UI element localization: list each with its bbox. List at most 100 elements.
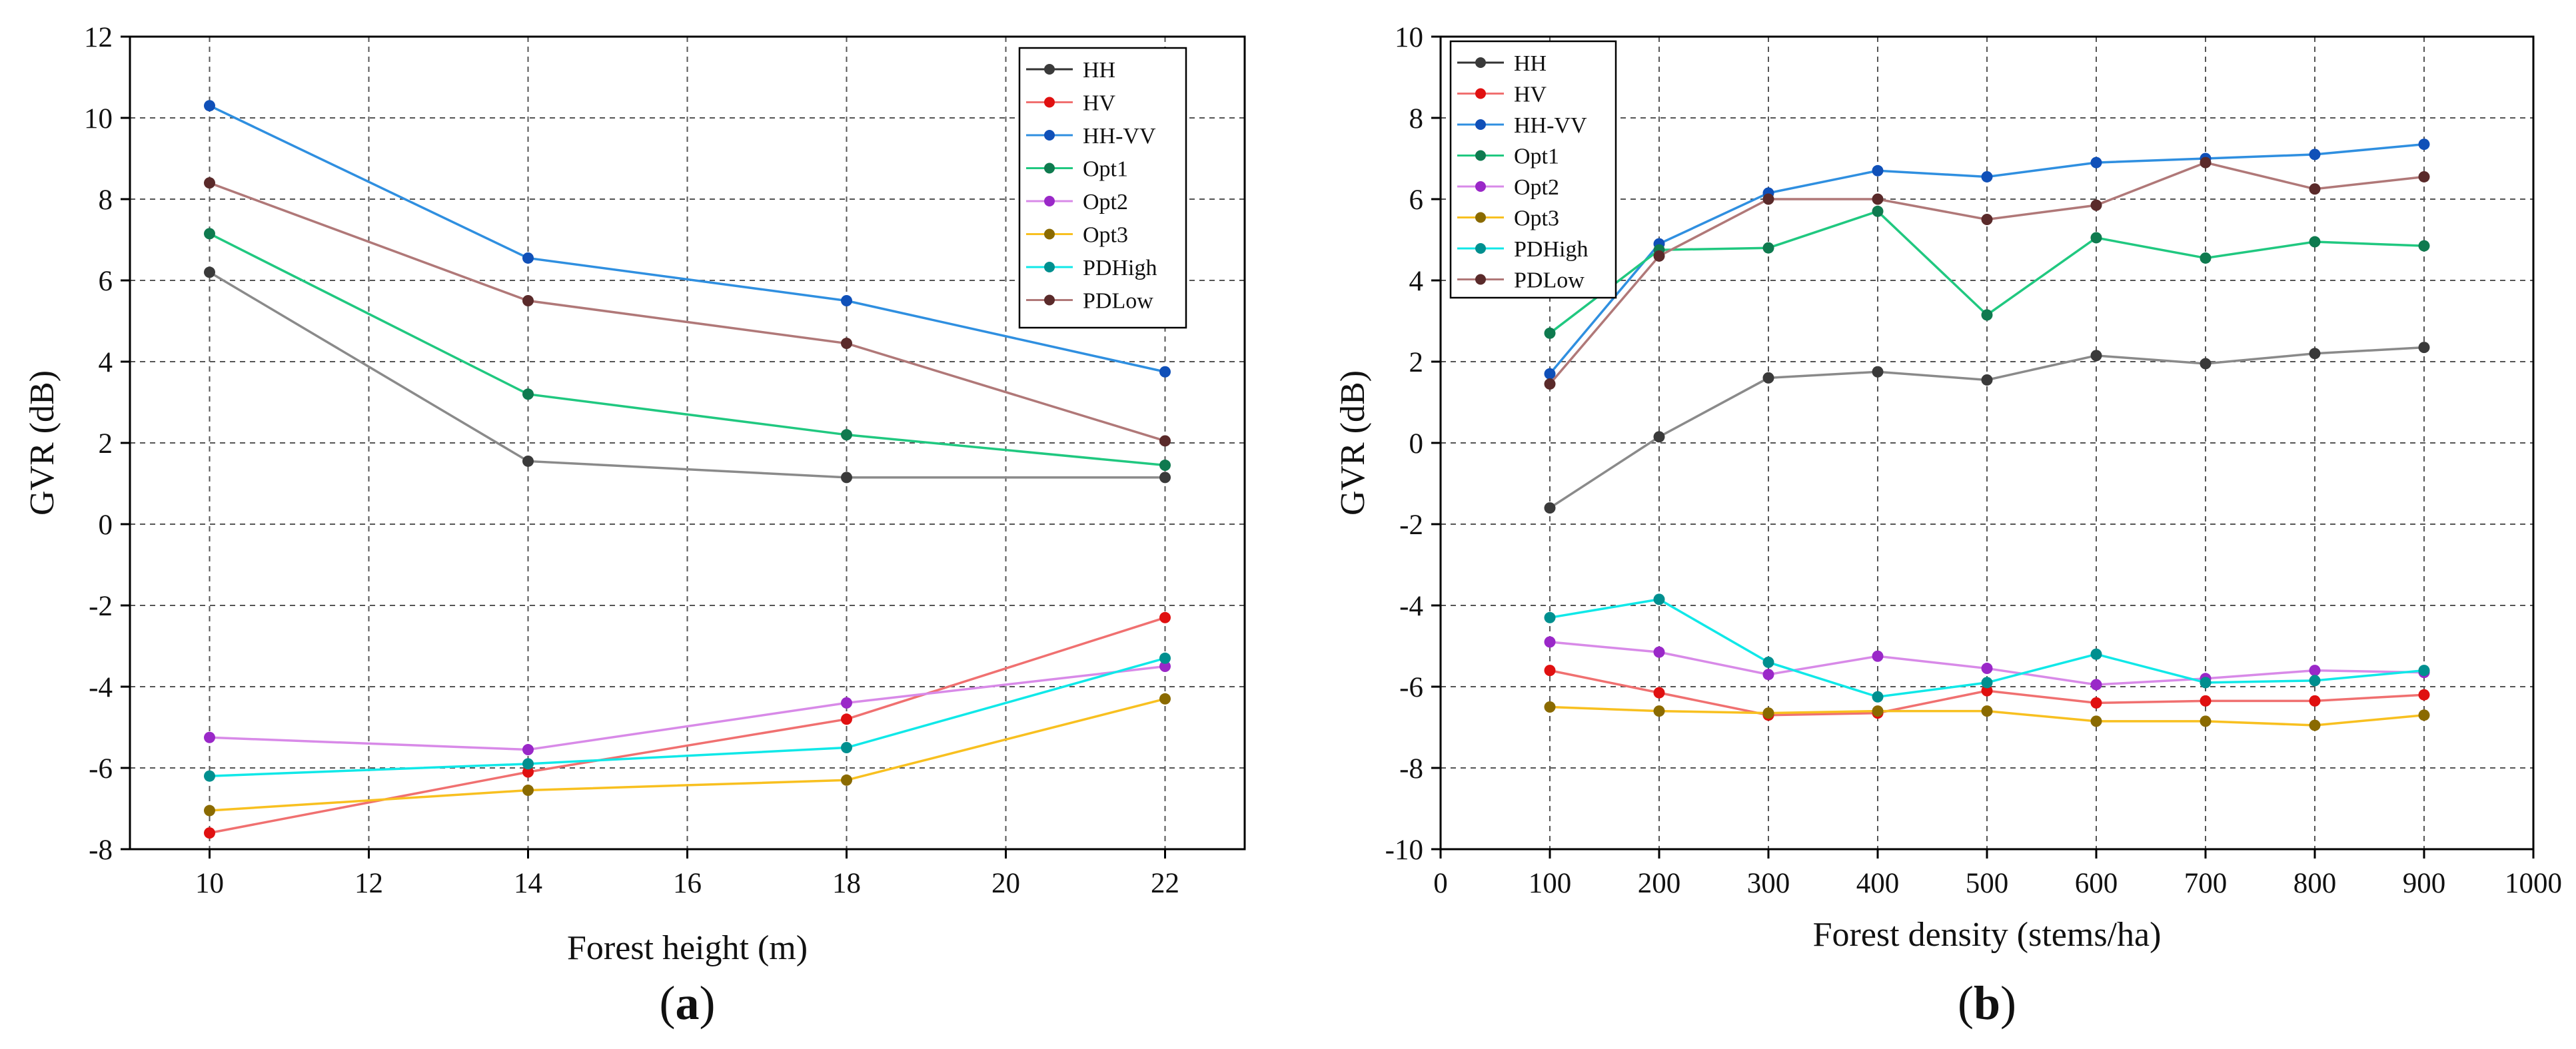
y-tick-label: 6 <box>99 266 113 297</box>
data-point <box>522 252 534 264</box>
chart-panel-b: 0 100 200 300 400 500 600 700 800 900 1000-10-8-6-… <box>1334 22 2562 1030</box>
y-tick-label: 4 <box>99 347 113 378</box>
legend-marker <box>1044 64 1055 75</box>
data-point <box>2309 695 2321 707</box>
data-point <box>2418 342 2430 354</box>
series-line <box>209 657 1165 777</box>
data-point <box>2309 236 2321 248</box>
data-point <box>1544 636 1556 648</box>
legend-entry: HH <box>1026 58 1115 83</box>
data-point <box>1653 250 1665 262</box>
panel-label: (a) <box>660 976 716 1030</box>
x-tick-label: 16 <box>673 868 702 899</box>
y-tick-label: -6 <box>89 753 113 785</box>
data-point <box>1159 435 1171 447</box>
panel-label: (b) <box>1958 976 2016 1030</box>
data-point <box>1872 650 1884 662</box>
data-point <box>2090 679 2102 691</box>
legend-label: Opt1 <box>1514 145 1559 169</box>
data-point <box>1872 691 1884 703</box>
y-tick-label: 6 <box>1409 184 1424 216</box>
legend-label: HH <box>1514 51 1547 76</box>
legend-entry: PDLow <box>1026 289 1153 314</box>
data-point <box>1653 431 1665 443</box>
chart-panel-a: 10 12 14 16 18 20 22 -8 -6 -4 -2 0 2 4 6 8 10 12 Forest he… <box>23 22 1246 1030</box>
legend-entry: PDHigh <box>1026 256 1157 280</box>
y-tick-label: 2 <box>1409 347 1424 378</box>
data-point <box>2418 171 2430 182</box>
data-point <box>1981 677 1993 689</box>
data-point <box>204 827 215 839</box>
series-line <box>209 697 1165 812</box>
y-tick-label: 2 <box>99 428 113 460</box>
data-point <box>841 295 852 306</box>
data-point <box>2200 252 2212 264</box>
y-tick-label: 8 <box>1409 103 1424 135</box>
x-axis-title: Forest density (stems/ha) <box>1813 916 2162 954</box>
data-point <box>1544 611 1556 623</box>
data-point <box>2309 719 2321 731</box>
legend-marker <box>1475 243 1486 254</box>
data-point <box>1981 705 1993 717</box>
legend-entry: PDHigh <box>1457 237 1588 262</box>
x-tick-label: 14 <box>514 868 542 899</box>
legend-label: PDHigh <box>1083 256 1157 280</box>
data-point <box>841 338 852 350</box>
data-point <box>1872 205 1884 217</box>
data-point <box>841 472 852 484</box>
series-pdlow <box>1544 157 2430 390</box>
x-axis-ticks: 10 12 14 16 18 20 22 <box>195 849 1179 899</box>
legend-label: HV <box>1514 83 1547 107</box>
x-tick-label: 100 <box>1529 868 1572 899</box>
data-point <box>1981 171 1993 182</box>
legend-entry: HV <box>1457 83 1547 107</box>
data-point <box>2090 350 2102 362</box>
data-point <box>2309 149 2321 161</box>
data-point <box>204 266 215 278</box>
y-tick-label: 0 <box>1409 428 1424 460</box>
series-hh <box>204 266 1171 484</box>
legend-marker <box>1044 97 1055 108</box>
y-tick-label: 10 <box>1395 22 1423 53</box>
legend-entry: Opt2 <box>1457 175 1559 200</box>
x-tick-label: 900 <box>2403 868 2446 899</box>
x-tick-label: 600 <box>2075 868 2118 899</box>
data-point <box>1762 656 1774 668</box>
legend-marker <box>1044 228 1055 240</box>
legend-marker <box>1475 150 1486 161</box>
data-point <box>1762 669 1774 681</box>
data-point <box>522 388 534 400</box>
data-point <box>204 770 215 782</box>
data-point <box>2200 358 2212 370</box>
legend-label: HV <box>1083 91 1116 116</box>
legend-marker <box>1044 196 1055 206</box>
data-point <box>1872 705 1884 717</box>
data-point <box>522 744 534 756</box>
x-tick-label: 1000 <box>2505 868 2562 899</box>
x-tick-label: 22 <box>1151 868 1179 899</box>
data-point <box>1762 193 1774 205</box>
data-point <box>841 742 852 753</box>
x-tick-label: 300 <box>1747 868 1790 899</box>
data-point <box>1762 372 1774 384</box>
data-point <box>1653 646 1665 658</box>
data-point <box>1981 214 1993 225</box>
legend-label: Opt3 <box>1083 223 1128 248</box>
y-tick-label: 10 <box>84 103 113 135</box>
x-tick-label: 18 <box>832 868 861 899</box>
series-line <box>209 665 1165 751</box>
data-point <box>2200 715 2212 727</box>
series-hh <box>1544 342 2430 514</box>
data-point <box>2200 695 2212 707</box>
series-pdhigh <box>204 652 1171 782</box>
data-point <box>1544 327 1556 339</box>
legend-label: PDHigh <box>1514 237 1588 262</box>
data-point <box>2418 665 2430 677</box>
legend-box <box>1018 47 1187 329</box>
series-pdlow <box>204 177 1171 447</box>
legend-marker <box>1044 130 1055 141</box>
data-point <box>2090 199 2102 211</box>
data-point <box>1159 366 1171 378</box>
y-tick-label: 8 <box>99 184 113 216</box>
data-point <box>1653 705 1665 717</box>
